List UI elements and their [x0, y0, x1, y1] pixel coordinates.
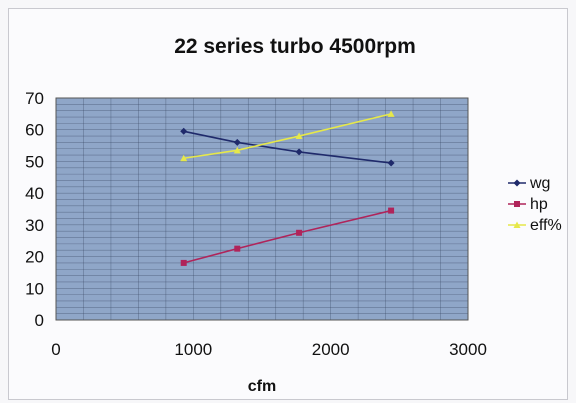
chart-title: 22 series turbo 4500rpm: [174, 35, 416, 58]
x-tick-label: 1000: [174, 340, 212, 359]
plot-border: [55, 97, 469, 321]
x-tick-label: 3000: [449, 340, 487, 359]
series-line-wg: [183, 130, 392, 164]
tick-labels: 0 10 20 30 40 50 60 70 0 1000 2000 3000: [25, 89, 487, 359]
legend-label-eff: eff%: [530, 217, 562, 234]
legend-label-hp: hp: [530, 196, 548, 213]
legend: wg hp eff%: [508, 175, 562, 234]
plot-background: [56, 98, 468, 320]
x-tick-label: 0: [51, 340, 60, 359]
data-point-eff: [180, 154, 188, 162]
y-tick-label: 60: [25, 121, 44, 140]
y-tick-label: 20: [25, 248, 44, 267]
series-line-hp: [183, 209, 392, 264]
series-marks: [180, 110, 395, 266]
data-point-wg: [180, 127, 188, 135]
data-point-hp: [388, 207, 395, 214]
data-point-hp: [296, 229, 303, 236]
data-point-hp: [234, 245, 241, 252]
x-tick-label: 2000: [312, 340, 350, 359]
data-point-eff: [295, 132, 303, 140]
legend-marker-hp: [514, 201, 520, 207]
y-tick-label: 50: [25, 152, 44, 171]
plot-area: [55, 97, 469, 321]
legend-marker-wg: [513, 179, 521, 187]
y-tick-label: 0: [35, 311, 44, 330]
y-tick-label: 70: [25, 89, 44, 108]
data-point-hp: [180, 259, 187, 266]
y-tick-label: 10: [25, 279, 44, 298]
data-point-wg: [295, 148, 303, 156]
data-point-eff: [233, 146, 241, 154]
x-axis-title: cfm: [248, 378, 276, 395]
data-point-wg: [233, 138, 241, 146]
series-line-eff: [183, 113, 392, 160]
legend-marker-eff: [513, 221, 521, 228]
data-point-wg: [387, 159, 395, 167]
legend-label-wg: wg: [529, 175, 550, 192]
y-tick-label: 30: [25, 216, 44, 235]
data-point-eff: [387, 110, 395, 117]
y-tick-label: 40: [25, 184, 44, 203]
